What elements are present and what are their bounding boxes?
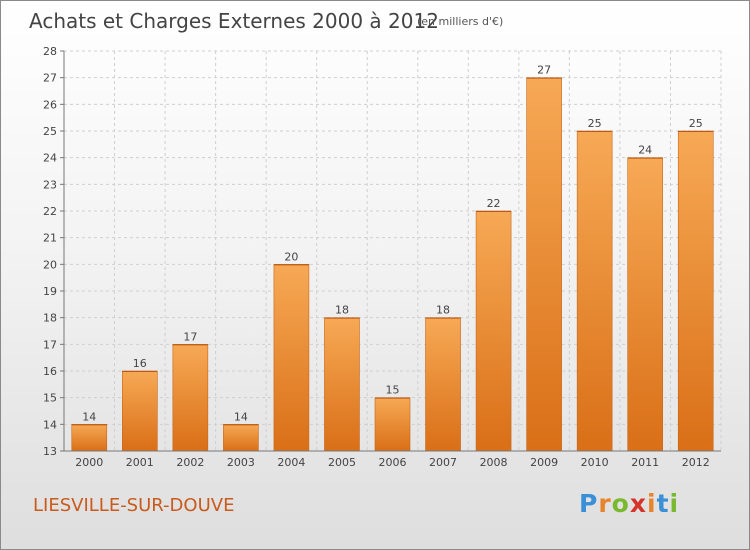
bar — [172, 344, 209, 452]
bar — [677, 130, 714, 452]
logo-letter: x — [629, 489, 647, 518]
bar — [223, 424, 259, 452]
x-tick-label: 2004 — [277, 456, 305, 469]
y-tick-label: 23 — [43, 178, 57, 191]
y-tick-label: 24 — [43, 152, 57, 165]
logo-letter: i — [669, 489, 680, 518]
x-tick-label: 2000 — [75, 456, 103, 469]
bar — [122, 370, 158, 452]
bar — [475, 210, 512, 452]
data-label: 14 — [82, 410, 96, 423]
chart-subtitle: (en milliers d'€) — [417, 15, 504, 28]
y-tick-label: 21 — [43, 232, 57, 245]
data-label: 25 — [588, 117, 602, 130]
data-label: 16 — [133, 357, 147, 370]
x-tick-label: 2006 — [379, 456, 407, 469]
y-tick-label: 13 — [43, 445, 57, 458]
x-tick-label: 2005 — [328, 456, 356, 469]
y-tick-label: 20 — [43, 258, 57, 271]
y-tick-label: 28 — [43, 45, 57, 58]
logo-letter: o — [611, 489, 630, 518]
bar — [576, 130, 613, 452]
data-label: 18 — [436, 304, 450, 317]
logo-letter: i — [647, 489, 657, 518]
y-tick-label: 19 — [43, 285, 57, 298]
y-tick-label: 26 — [43, 98, 57, 111]
bar — [627, 157, 663, 452]
bar — [425, 317, 461, 452]
data-label: 27 — [537, 64, 551, 77]
bar — [374, 397, 411, 452]
x-tick-label: 2009 — [530, 456, 558, 469]
bar — [324, 317, 360, 452]
data-label: 22 — [487, 197, 501, 210]
data-label: 15 — [386, 384, 400, 397]
data-label: 17 — [183, 330, 197, 343]
x-tick-label: 2008 — [480, 456, 508, 469]
logo-letter: P — [579, 489, 599, 518]
data-label: 24 — [638, 144, 652, 157]
x-tick-label: 2007 — [429, 456, 457, 469]
data-label: 20 — [284, 250, 298, 263]
bar — [526, 77, 562, 452]
y-tick-label: 18 — [43, 312, 57, 325]
y-tick-label: 22 — [43, 205, 57, 218]
chart-title: Achats et Charges Externes 2000 à 2012 — [29, 9, 439, 33]
y-tick-label: 27 — [43, 72, 57, 85]
y-tick-label: 17 — [43, 338, 57, 351]
data-label: 18 — [335, 304, 349, 317]
y-tick-label: 25 — [43, 125, 57, 138]
y-tick-label: 15 — [43, 392, 57, 405]
data-label: 25 — [689, 117, 703, 130]
data-label: 14 — [234, 410, 248, 423]
x-tick-label: 2003 — [227, 456, 255, 469]
logo-letter: t — [656, 489, 670, 518]
y-tick-label: 16 — [43, 365, 57, 378]
x-tick-label: 2010 — [581, 456, 609, 469]
commune-name: LIESVILLE-SUR-DOUVE — [33, 495, 235, 516]
x-tick-label: 2002 — [176, 456, 204, 469]
bar — [273, 264, 310, 452]
logo-letter: r — [598, 489, 612, 518]
x-tick-label: 2012 — [682, 456, 710, 469]
bar — [71, 424, 108, 452]
x-tick-label: 2011 — [631, 456, 659, 469]
x-tick-label: 2001 — [126, 456, 154, 469]
proxiti-logo: Proxiti — [579, 489, 679, 518]
y-tick-label: 14 — [43, 418, 57, 431]
